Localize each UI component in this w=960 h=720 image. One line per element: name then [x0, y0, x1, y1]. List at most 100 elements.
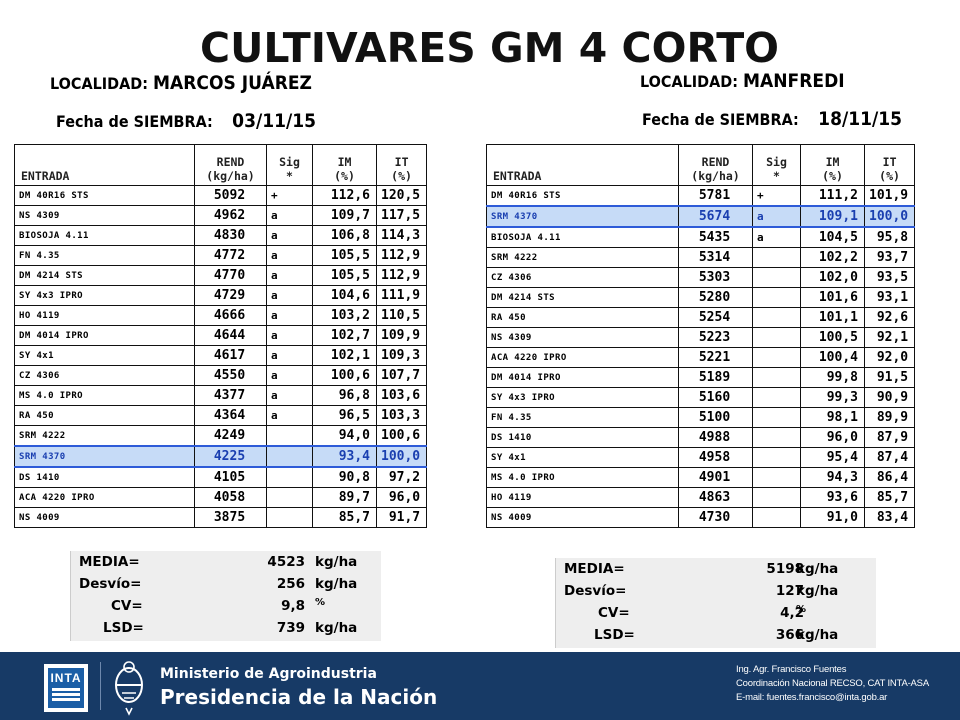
- cell-name: DM 40R16 STS: [486, 185, 679, 207]
- table-row: ACA 4220 IPRO 4058 89,7 96,0: [14, 487, 428, 508]
- cell-sig: [752, 347, 801, 368]
- cell-it: 110,5: [375, 305, 428, 326]
- right-localidad-line: LOCALIDAD: MANFREDI: [640, 70, 845, 92]
- national-crest-icon: [115, 661, 143, 716]
- cell-sig: a: [266, 365, 313, 386]
- cell-rend: 4901: [678, 467, 753, 488]
- presidencia-label: Presidencia de la Nación: [160, 685, 438, 709]
- cell-sig: a: [752, 205, 801, 228]
- cell-name: NS 4009: [14, 507, 195, 528]
- cell-sig: [266, 425, 313, 447]
- stats-row: MEDIA= 5198 kg/ha: [556, 558, 876, 580]
- left-fecha-line: Fecha de SIEMBRA: 03/11/15: [56, 110, 316, 132]
- right-fecha-value: 18/11/15: [818, 108, 903, 130]
- cell-im: 95,4: [800, 447, 865, 468]
- cell-name: HO 4119: [14, 305, 195, 326]
- cell-sig: [752, 387, 801, 408]
- cell-im: 102,2: [800, 247, 865, 268]
- cell-im: 109,7: [312, 205, 377, 226]
- cell-sig: [752, 367, 801, 388]
- cell-name: SY 4x3 IPRO: [14, 285, 195, 306]
- stats-value: 4523: [267, 554, 305, 570]
- cell-im: 104,6: [312, 285, 377, 306]
- cell-im: 90,8: [312, 466, 377, 488]
- cell-rend: 4105: [194, 466, 267, 488]
- table-row: DM 40R16 STS 5092 +112,6 120,5: [14, 185, 428, 206]
- cell-name: DM 4014 IPRO: [14, 325, 195, 346]
- stats-label: CV=: [598, 605, 630, 621]
- stats-row: Desvío= 256 kg/ha: [71, 573, 381, 595]
- cell-sig: [752, 287, 801, 308]
- table-row: BIOSOJA 4.11 5435 a 104,5 95,8: [486, 226, 916, 248]
- cell-sig: [266, 445, 313, 468]
- cell-im: 106,8: [312, 225, 377, 246]
- cell-rend: 4666: [194, 305, 267, 326]
- cell-im: 103,2: [312, 305, 377, 326]
- slide-title: CULTIVARES GM 4 CORTO: [200, 24, 780, 72]
- cell-im: 91,0: [800, 507, 865, 528]
- left-results-table: ENTRADA REND (kg/ha) Sig * IM (%) IT (%) DM 40R16…: [14, 144, 428, 528]
- table-row: CZ 4306 4550 a 100,6 107,7: [14, 365, 428, 386]
- column-header-it: IT (%): [863, 144, 916, 186]
- cell-name: RA 450: [486, 307, 679, 328]
- table-row: BIOSOJA 4.11 4830 a 106,8 114,3: [14, 225, 428, 246]
- cell-rend: 4364: [194, 405, 267, 426]
- cell-it: 109,9: [375, 325, 428, 346]
- cell-name: SRM 4222: [14, 425, 195, 447]
- cell-name: BIOSOJA 4.11: [486, 226, 679, 248]
- stats-row: CV= 9,8%: [71, 595, 381, 617]
- table-row: SY 4x3 IPRO 5160 99,3 90,9: [486, 387, 916, 408]
- table-header-row: ENTRADA REND (kg/ha) Sig * IM (%) IT (%): [14, 144, 428, 186]
- table-row: RA 450 5254 101,1 92,6: [486, 307, 916, 328]
- cell-it: 109,3: [375, 345, 428, 366]
- stats-label: LSD=: [594, 627, 635, 643]
- cell-it: 112,9: [375, 245, 428, 266]
- cell-sig: +: [752, 185, 801, 207]
- column-header-entrada: ENTRADA: [14, 144, 195, 186]
- cell-rend: 4058: [194, 487, 267, 508]
- stats-row: LSD= 366 kg/ha: [556, 624, 876, 646]
- cell-sig: a: [266, 265, 313, 286]
- stats-row: LSD= 739 kg/ha: [71, 617, 381, 639]
- column-header-entrada: ENTRADA: [486, 144, 679, 186]
- credits-line: Ing. Agr. Francisco Fuentes: [736, 664, 847, 675]
- cell-it: 85,7: [863, 487, 916, 508]
- cell-rend: 5314: [678, 247, 753, 268]
- column-header-sig: Sig *: [752, 144, 801, 186]
- cell-rend: 4644: [194, 325, 267, 346]
- cell-sig: [752, 467, 801, 488]
- cell-sig: a: [266, 325, 313, 346]
- cell-rend: 4772: [194, 245, 267, 266]
- cell-it: 89,9: [863, 407, 916, 428]
- left-fecha-label: Fecha de SIEMBRA:: [56, 112, 213, 131]
- column-header-it: IT (%): [375, 144, 428, 186]
- left-stats-box: MEDIA= 4523 kg/ha Desvío= 256 kg/ha CV= 9,8% LSD…: [70, 551, 381, 641]
- cell-rend: 5160: [678, 387, 753, 408]
- cell-im: 101,6: [800, 287, 865, 308]
- inta-logo: INTA: [44, 664, 88, 712]
- cell-rend: 4988: [678, 427, 753, 448]
- cell-sig: [752, 267, 801, 288]
- table-row: SRM 4370 5674 a 109,1 100,0: [486, 205, 916, 228]
- cell-name: SY 4x1: [486, 447, 679, 468]
- cell-it: 83,4: [863, 507, 916, 528]
- table-row: DM 4014 IPRO 5189 99,8 91,5: [486, 367, 916, 388]
- cell-im: 109,1: [800, 205, 865, 228]
- cell-rend: 5781: [678, 185, 753, 207]
- table-row: NS 4009 4730 91,0 83,4: [486, 507, 916, 528]
- credits-line: E-mail: fuentes.francisco@inta.gob.ar: [736, 692, 888, 703]
- cell-name: MS 4.0 IPRO: [486, 467, 679, 488]
- table-row: DM 4214 STS 5280 101,6 93,1: [486, 287, 916, 308]
- cell-rend: 5100: [678, 407, 753, 428]
- column-header-im: IM (%): [312, 144, 377, 186]
- table-row: HO 4119 4666 a 103,2 110,5: [14, 305, 428, 326]
- cell-sig: a: [266, 405, 313, 426]
- cell-im: 85,7: [312, 507, 377, 528]
- table-row: SY 4x3 IPRO 4729 a 104,6 111,9: [14, 285, 428, 306]
- right-fecha-label: Fecha de SIEMBRA:: [642, 110, 799, 129]
- table-row: DM 4214 STS 4770 a 105,5 112,9: [14, 265, 428, 286]
- stats-value: 5198: [766, 561, 804, 577]
- table-row: MS 4.0 IPRO 4901 94,3 86,4: [486, 467, 916, 488]
- footer-divider: [100, 662, 101, 710]
- cell-name: DS 1410: [486, 427, 679, 448]
